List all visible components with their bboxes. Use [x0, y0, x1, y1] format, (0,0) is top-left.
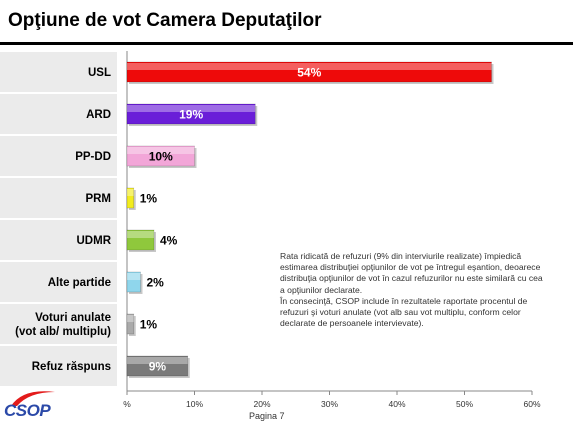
category-cell — [0, 262, 117, 302]
bar — [126, 187, 135, 209]
category-label: PRM — [85, 193, 111, 205]
data-label: 4% — [160, 234, 178, 248]
data-label: 1% — [140, 192, 158, 206]
title-divider — [0, 42, 573, 45]
bar — [126, 61, 492, 83]
data-label: 2% — [147, 276, 165, 290]
category-cell — [0, 304, 117, 344]
bar-highlight — [127, 273, 141, 280]
data-label: 1% — [140, 318, 158, 332]
category-cell — [0, 178, 117, 218]
note-paragraph-2: În consecinţă, CSOP include în rezultate… — [280, 295, 528, 329]
category-label: PP-DD — [75, 151, 111, 163]
data-label: 19% — [179, 108, 203, 122]
bar — [126, 271, 141, 293]
page-number: Pagina 7 — [249, 411, 285, 421]
bar-highlight — [127, 189, 134, 196]
page-title: Opţiune de vot Camera Deputaţilor — [8, 10, 322, 31]
x-tick-label: 60% — [523, 399, 540, 409]
category-label: Voturi anulate — [35, 312, 111, 324]
logo-swoosh-icon — [11, 391, 55, 406]
note-paragraph-1: Rata ridicată de refuzuri (9% din interv… — [280, 251, 543, 295]
category-cell — [0, 136, 117, 176]
data-label: 9% — [149, 360, 167, 374]
x-tick-label: % — [123, 399, 131, 409]
data-label: 54% — [297, 66, 321, 80]
category-cell — [0, 52, 117, 92]
category-label: ARD — [86, 109, 111, 121]
category-label: USL — [88, 67, 111, 79]
bar-highlight — [127, 147, 195, 154]
category-label: Refuz răspuns — [32, 361, 111, 373]
bar-highlight — [127, 357, 188, 364]
x-tick-label: 40% — [388, 399, 405, 409]
category-label: Alte partide — [48, 277, 111, 289]
category-cell — [0, 220, 117, 260]
data-label: 10% — [149, 150, 173, 164]
category-cell — [0, 346, 117, 386]
x-tick-label: 20% — [253, 399, 270, 409]
category-cell — [0, 94, 117, 134]
bar-highlight — [127, 63, 492, 70]
x-tick-label: 30% — [321, 399, 338, 409]
bar-highlight — [127, 105, 256, 112]
category-label: UDMR — [77, 235, 112, 247]
x-tick-label: 10% — [186, 399, 203, 409]
bar — [126, 355, 189, 377]
bar-highlight — [127, 315, 134, 322]
bar — [126, 313, 135, 335]
category-label: (vot alb/ multiplu) — [15, 326, 111, 338]
bar-highlight — [127, 231, 154, 238]
csop-logo: CSOP — [4, 401, 51, 420]
methodology-note: Rata ridicată de refuzuri (9% din interv… — [280, 251, 548, 329]
x-tick-label: 50% — [456, 399, 473, 409]
bar — [126, 103, 256, 125]
bar — [126, 229, 155, 251]
bar — [126, 145, 195, 167]
